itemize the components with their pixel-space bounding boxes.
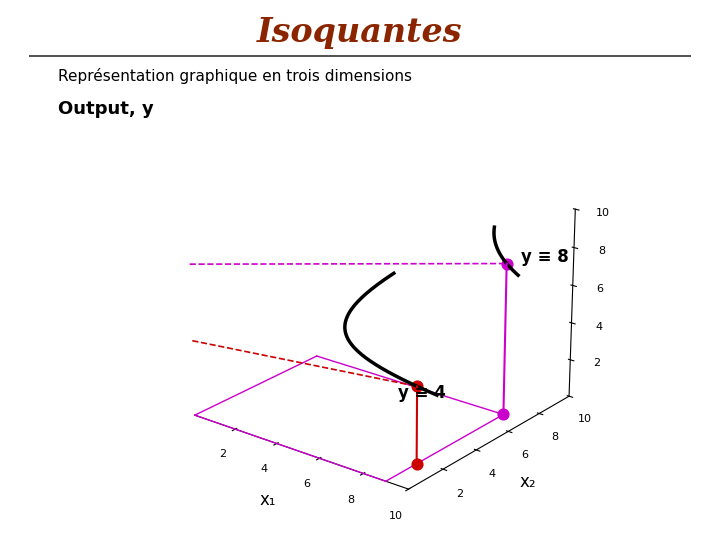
Text: Output, y: Output, y — [58, 100, 153, 118]
Text: Isoquantes: Isoquantes — [257, 16, 463, 49]
Text: Représentation graphique en trois dimensions: Représentation graphique en trois dimens… — [58, 68, 412, 84]
X-axis label: x₁: x₁ — [259, 491, 276, 509]
Y-axis label: x₂: x₂ — [519, 473, 536, 491]
